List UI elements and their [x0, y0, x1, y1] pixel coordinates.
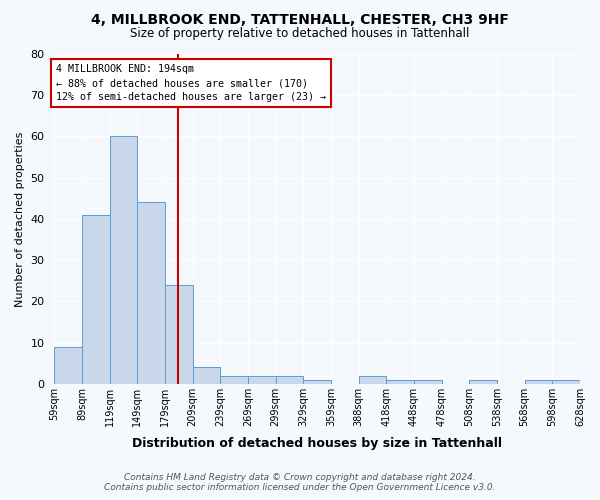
Bar [220, 376, 248, 384]
Bar [193, 368, 220, 384]
Bar [386, 380, 414, 384]
Bar [359, 376, 386, 384]
Bar [414, 380, 442, 384]
Bar [110, 136, 137, 384]
X-axis label: Distribution of detached houses by size in Tattenhall: Distribution of detached houses by size … [132, 437, 502, 450]
Bar [553, 380, 580, 384]
Text: Size of property relative to detached houses in Tattenhall: Size of property relative to detached ho… [130, 28, 470, 40]
Bar [55, 347, 82, 384]
Bar [469, 380, 497, 384]
Y-axis label: Number of detached properties: Number of detached properties [15, 131, 25, 306]
Bar [304, 380, 331, 384]
Bar [137, 202, 165, 384]
Bar [248, 376, 276, 384]
Bar [82, 215, 110, 384]
Text: 4 MILLBROOK END: 194sqm
← 88% of detached houses are smaller (170)
12% of semi-d: 4 MILLBROOK END: 194sqm ← 88% of detache… [56, 64, 326, 102]
Text: 4, MILLBROOK END, TATTENHALL, CHESTER, CH3 9HF: 4, MILLBROOK END, TATTENHALL, CHESTER, C… [91, 12, 509, 26]
Bar [524, 380, 553, 384]
Text: Contains HM Land Registry data © Crown copyright and database right 2024.
Contai: Contains HM Land Registry data © Crown c… [104, 473, 496, 492]
Bar [165, 285, 193, 384]
Bar [276, 376, 304, 384]
